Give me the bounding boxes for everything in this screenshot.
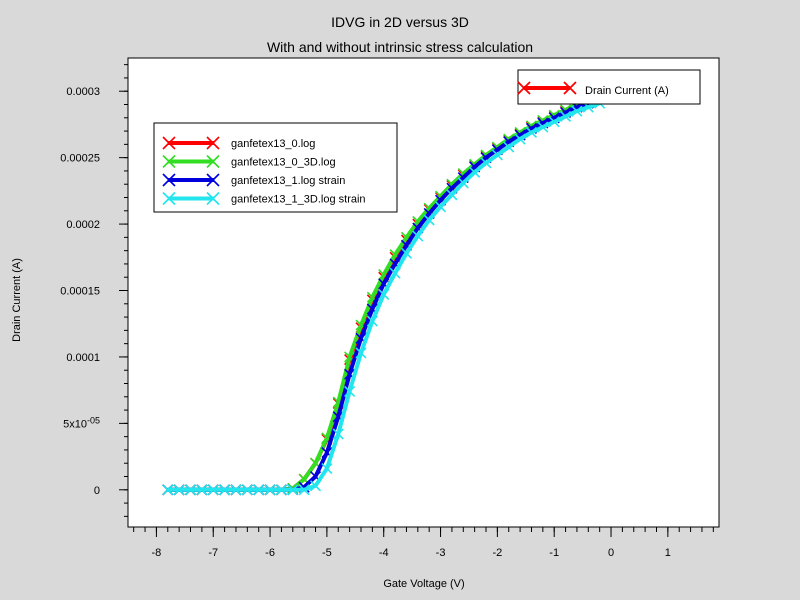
x-tick-label: -8 (152, 547, 162, 559)
data-point (389, 267, 401, 279)
data-point (253, 484, 265, 496)
legend-item: ganfetex13_0.log (162, 136, 315, 150)
data-point (241, 484, 253, 496)
data-point (230, 484, 242, 496)
chart-title: IDVG in 2D versus 3D (331, 14, 469, 30)
legend-markers (162, 136, 220, 150)
x-tick-label: -2 (492, 547, 502, 559)
data-point (184, 484, 197, 496)
data-point (503, 141, 515, 153)
legend-item: ganfetex13_1_3D.log strain (162, 191, 366, 206)
data-point (457, 177, 469, 189)
data-point (446, 189, 458, 201)
data-point (287, 484, 299, 496)
legend-label: ganfetex13_0_3D.log (231, 157, 336, 169)
y-tick-label: 0.00025 (60, 153, 100, 165)
data-point (355, 347, 367, 359)
data-point (412, 230, 424, 242)
legend-label: ganfetex13_1_3D.log strain (231, 194, 366, 206)
legend-item: ganfetex13_1.log strain (162, 173, 345, 187)
data-point (366, 315, 378, 327)
chart-subtitle: With and without intrinsic stress calcul… (267, 39, 533, 55)
data-point (469, 166, 481, 178)
data-point (344, 385, 356, 398)
y-tick-label: 0.0001 (66, 352, 100, 364)
y-axis-label: Drain Current (A) (11, 258, 23, 342)
x-axis: -8 -7 -6 -5 -4 -3 -2 -1 0 1 (133, 527, 714, 559)
data-point (525, 126, 538, 138)
y-tick-label: 0.0003 (66, 86, 100, 98)
legend-label: ganfetex13_0.log (231, 138, 315, 150)
x-tick-label: -6 (265, 547, 275, 559)
data-point (491, 149, 503, 161)
x-tick-label: 1 (665, 547, 671, 559)
data-point (514, 133, 526, 145)
data-point (275, 484, 287, 496)
data-point (332, 428, 344, 440)
data-point (298, 484, 310, 496)
data-point (162, 484, 174, 496)
data-point (400, 247, 413, 259)
x-tick-label: -5 (322, 547, 332, 559)
data-point (537, 121, 549, 133)
legend-markers (162, 173, 220, 187)
y-tick-label: 0.00015 (60, 286, 100, 298)
legend2-label: Drain Current (A) (585, 85, 669, 97)
x-tick-label: -1 (549, 547, 559, 559)
data-point (309, 480, 322, 492)
legend2-markers (517, 81, 577, 95)
legend-drain-current: Drain Current (A) (517, 69, 701, 105)
x-tick-label: -3 (436, 547, 446, 559)
legend-series: ganfetex13_0.log ganfetex13_0_3D.logganfe… (153, 122, 398, 213)
y-tick-label: 0 (94, 485, 100, 497)
y-tick-label: 5x10-05 (63, 415, 100, 430)
data-point (571, 105, 583, 117)
data-point (264, 484, 276, 496)
data-point (321, 462, 333, 475)
data-point (423, 214, 435, 226)
data-point (434, 201, 447, 213)
x-tick-label: -4 (379, 547, 389, 559)
data-point (378, 288, 390, 301)
legend-label: ganfetex13_1.log strain (231, 175, 345, 187)
legend-markers (162, 154, 220, 169)
data-point (196, 484, 208, 496)
data-point (480, 157, 492, 169)
data-point (548, 116, 560, 128)
legend-markers (162, 191, 220, 206)
data-point (173, 484, 185, 496)
y-tick-label: 0.0002 (66, 219, 100, 231)
data-point (207, 484, 219, 496)
y-axis: 0 5x10-05 0.0001 0.00015 0.0002 0.00025 0.0003 (60, 64, 128, 517)
x-axis-label: Gate Voltage (V) (383, 578, 464, 590)
x-tick-label: -7 (208, 547, 218, 559)
data-point (560, 110, 572, 123)
data-point (219, 484, 231, 496)
legend-item: ganfetex13_0_3D.log (162, 154, 336, 169)
x-tick-label: 0 (608, 547, 614, 559)
